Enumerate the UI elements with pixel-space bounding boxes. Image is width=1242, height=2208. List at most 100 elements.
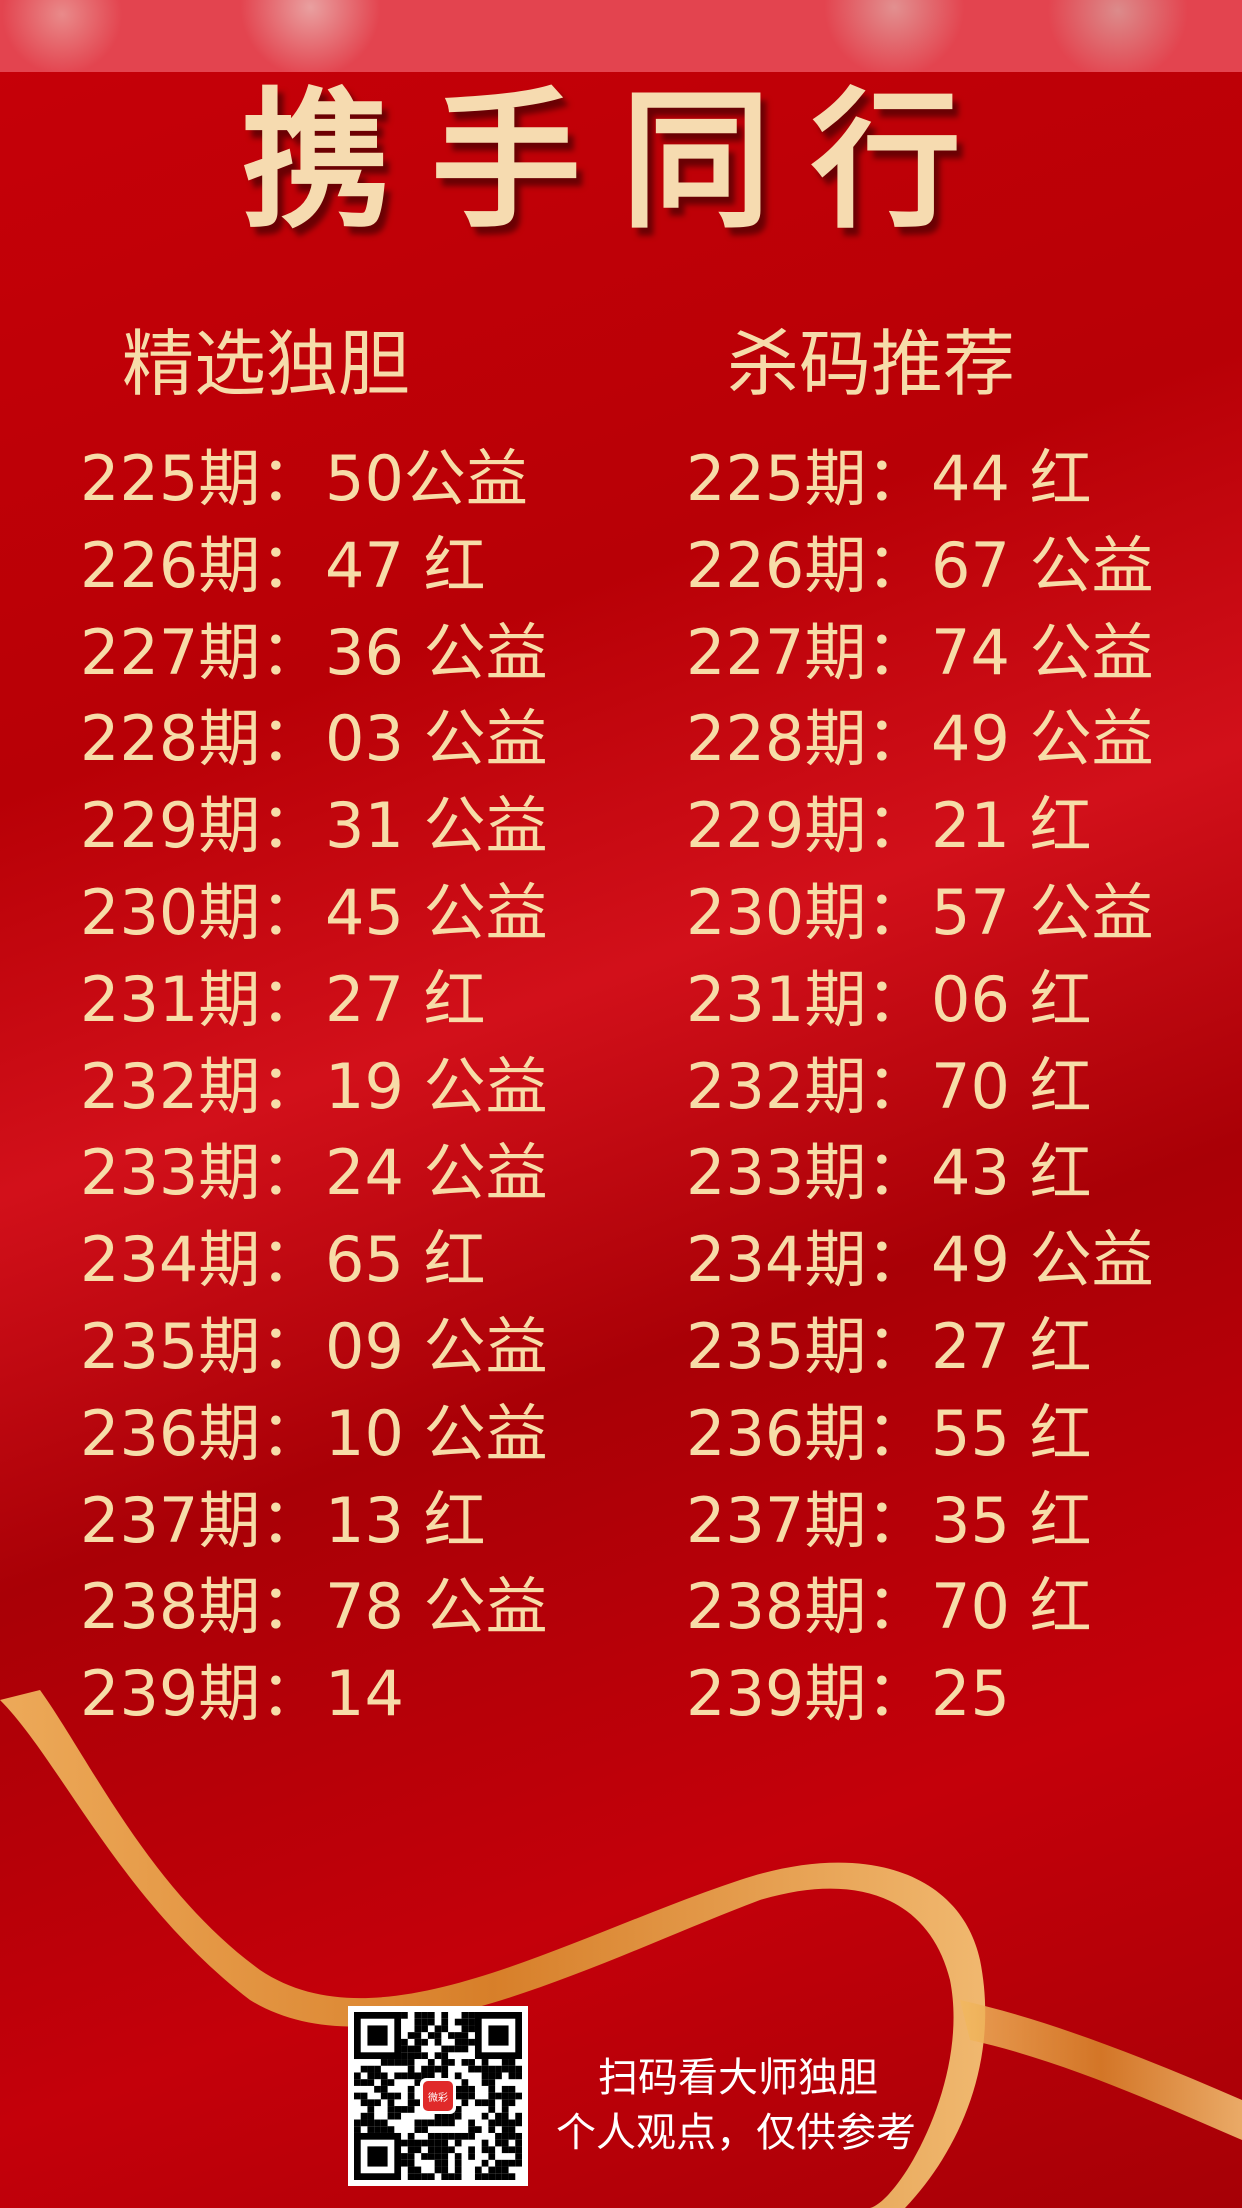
prediction-value: 24 公益 <box>325 1136 548 1210</box>
prediction-row: 227期：74 公益 <box>686 610 1154 697</box>
left-column-heading: 精选独胆 <box>122 322 411 406</box>
prediction-value: 35 红 <box>931 1483 1092 1557</box>
prediction-row: 229期：31 公益 <box>80 783 548 870</box>
prediction-value: 43 红 <box>931 1136 1092 1210</box>
qr-code-image: 微彩 <box>354 2012 522 2180</box>
right-column-heading: 杀码推荐 <box>727 322 1016 406</box>
period-label: 237期： <box>686 1483 929 1557</box>
period-label: 232期： <box>80 1049 323 1123</box>
decorative-top-band <box>0 0 1242 72</box>
prediction-value: 78 公益 <box>325 1570 548 1644</box>
period-label: 235期： <box>686 1309 929 1383</box>
prediction-row: 230期：45 公益 <box>80 870 548 957</box>
prediction-row: 228期：03 公益 <box>80 696 548 783</box>
prediction-value: 14 <box>325 1657 404 1731</box>
prediction-row: 225期：50公益 <box>80 436 548 523</box>
period-label: 225期： <box>686 442 929 515</box>
prediction-row: 230期：57 公益 <box>686 870 1154 957</box>
prediction-value: 74 公益 <box>931 615 1154 689</box>
prediction-value: 10 公益 <box>325 1396 548 1470</box>
period-label: 228期： <box>80 702 323 776</box>
period-label: 226期： <box>80 528 323 602</box>
prediction-row: 238期：78 公益 <box>80 1564 548 1651</box>
period-label: 236期： <box>686 1396 929 1470</box>
period-label: 226期： <box>686 528 929 602</box>
prediction-row: 237期：13 红 <box>80 1478 548 1565</box>
prediction-value: 44 红 <box>931 442 1092 515</box>
prediction-row: 236期：55 红 <box>686 1391 1154 1478</box>
period-label: 239期： <box>686 1657 929 1731</box>
prediction-row: 229期：21 红 <box>686 783 1154 870</box>
period-label: 232期： <box>686 1049 929 1123</box>
footer-disclaimer: 个人观点，仅供参考 <box>556 2110 916 2156</box>
prediction-row: 237期：35 红 <box>686 1478 1154 1565</box>
prediction-row: 235期：09 公益 <box>80 1304 548 1391</box>
prediction-row: 232期：19 公益 <box>80 1044 548 1131</box>
period-label: 229期： <box>686 789 929 863</box>
svg-text:微彩: 微彩 <box>428 2091 448 2104</box>
prediction-value: 31 公益 <box>325 789 548 863</box>
prediction-value: 55 红 <box>931 1396 1092 1470</box>
prediction-value: 67 公益 <box>931 528 1154 602</box>
period-label: 234期： <box>80 1223 323 1297</box>
prediction-row: 234期：65 红 <box>80 1217 548 1304</box>
prediction-row: 233期：43 红 <box>686 1130 1154 1217</box>
prediction-value: 45 公益 <box>325 875 548 949</box>
period-label: 238期： <box>686 1570 929 1644</box>
left-prediction-list: 225期：50公益 226期：47 红 227期：36 公益 228期：03 公益 22… <box>80 436 548 1738</box>
prediction-value: 27 红 <box>325 962 486 1036</box>
prediction-row: 231期：06 红 <box>686 957 1154 1044</box>
qr-code[interactable]: 微彩 <box>348 2006 528 2186</box>
period-label: 231期： <box>686 962 929 1036</box>
prediction-value: 03 公益 <box>325 702 548 776</box>
prediction-value: 36 公益 <box>325 615 548 689</box>
prediction-value: 50公益 <box>325 442 528 515</box>
prediction-row: 239期：25 <box>686 1651 1154 1738</box>
period-label: 228期： <box>686 702 929 776</box>
period-label: 234期： <box>686 1223 929 1297</box>
period-label: 227期： <box>686 615 929 689</box>
prediction-row: 226期：67 公益 <box>686 523 1154 610</box>
prediction-value: 13 红 <box>325 1483 486 1557</box>
period-label: 235期： <box>80 1309 323 1383</box>
prediction-value: 25 <box>931 1657 1010 1731</box>
prediction-row: 236期：10 公益 <box>80 1391 548 1478</box>
prediction-row: 227期：36 公益 <box>80 610 548 697</box>
prediction-value: 49 公益 <box>931 1223 1154 1297</box>
prediction-row: 232期：70 红 <box>686 1044 1154 1131</box>
prediction-value: 09 公益 <box>325 1309 548 1383</box>
period-label: 225期： <box>80 442 323 515</box>
period-label: 237期： <box>80 1483 323 1557</box>
prediction-row: 233期：24 公益 <box>80 1130 548 1217</box>
prediction-row: 225期：44 红 <box>686 436 1154 523</box>
prediction-value: 65 红 <box>325 1223 486 1297</box>
period-label: 230期： <box>686 875 929 949</box>
prediction-row: 228期：49 公益 <box>686 696 1154 783</box>
period-label: 227期： <box>80 615 323 689</box>
prediction-row: 239期：14 <box>80 1651 548 1738</box>
period-label: 233期： <box>80 1136 323 1210</box>
page-title: 携手同行 <box>240 73 1001 249</box>
prediction-value: 70 红 <box>931 1049 1092 1123</box>
period-label: 238期： <box>80 1570 323 1644</box>
prediction-row: 231期：27 红 <box>80 957 548 1044</box>
prediction-row: 235期：27 红 <box>686 1304 1154 1391</box>
prediction-value: 19 公益 <box>325 1049 548 1123</box>
prediction-row: 238期：70 红 <box>686 1564 1154 1651</box>
prediction-value: 21 红 <box>931 789 1092 863</box>
period-label: 233期： <box>686 1136 929 1210</box>
period-label: 229期： <box>80 789 323 863</box>
footer-scan-text: 扫码看大师独胆 <box>598 2055 878 2101</box>
period-label: 236期： <box>80 1396 323 1470</box>
period-label: 239期： <box>80 1657 323 1731</box>
prediction-value: 47 红 <box>325 528 486 602</box>
prediction-value: 57 公益 <box>931 875 1154 949</box>
prediction-value: 70 红 <box>931 1570 1092 1644</box>
prediction-row: 226期：47 红 <box>80 523 548 610</box>
right-prediction-list: 225期：44 红 226期：67 公益 227期：74 公益 228期：49 公益 2… <box>686 436 1154 1738</box>
period-label: 231期： <box>80 962 323 1036</box>
prediction-value: 06 红 <box>931 962 1092 1036</box>
prediction-value: 27 红 <box>931 1309 1092 1383</box>
period-label: 230期： <box>80 875 323 949</box>
